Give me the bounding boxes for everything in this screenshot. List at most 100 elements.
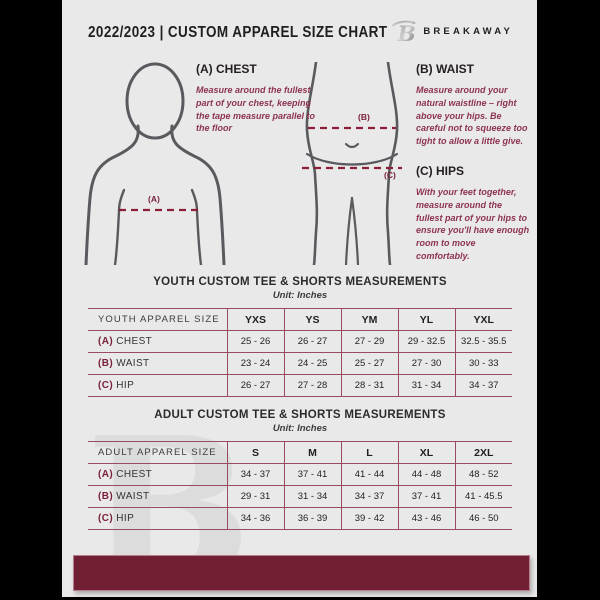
footer-bar — [73, 555, 530, 591]
measurement-cell: 29 - 31 — [226, 485, 284, 508]
adult-table-title: ADULT CUSTOM TEE & SHORTS MEASUREMENTS — [154, 409, 446, 421]
measurement-cell: 46 - 50 — [454, 507, 512, 530]
table-header-row: YOUTH APPAREL SIZE YXS YS YM YL YXL — [88, 308, 512, 331]
row-label-text: CHEST — [113, 336, 153, 347]
row-label: (A) CHEST — [88, 463, 227, 486]
measurement-cell: 39 - 42 — [340, 507, 398, 530]
table-header-row: ADULT APPAREL SIZE S M L XL 2XL — [88, 441, 512, 464]
right-shoulder-arm-outline — [170, 124, 226, 265]
measurement-cell: 34 - 37 — [226, 463, 284, 486]
measurement-cell: 25 - 26 — [226, 330, 284, 353]
adult-measurements-section: ADULT CUSTOM TEE & SHORTS MEASUREMENTS U… — [88, 409, 512, 530]
size-header: S — [226, 441, 284, 464]
youth-size-table: YOUTH APPAREL SIZE YXS YS YM YL YXL (A) … — [88, 308, 512, 397]
chest-instructions-heading: (A) CHEST — [196, 62, 257, 76]
measurement-diagrams: (A) (B) (C) (A) CHEST Measure around the… — [62, 58, 537, 272]
navel-mark — [344, 142, 360, 149]
chest-instructions-body: Measure around the fullest part of your … — [196, 85, 316, 134]
measurement-cell: 29 - 32.5 — [397, 330, 455, 353]
right-body-side-line — [190, 188, 203, 265]
hips-instructions-body: With your feet together, measure around … — [416, 187, 530, 261]
hips-instructions-heading: (C) HIPS — [416, 164, 464, 178]
size-header: YXL — [454, 308, 512, 331]
table-row: (A) CHEST 25 - 26 26 - 27 27 - 29 29 - 3… — [88, 330, 512, 353]
row-label-prefix: (A) — [98, 469, 114, 480]
adult-size-table: ADULT APPAREL SIZE S M L XL 2XL (A) CHES… — [88, 441, 512, 530]
measurement-cell: 27 - 29 — [340, 330, 398, 353]
measurement-cell: 26 - 27 — [226, 374, 284, 397]
row-label-text: HIP — [113, 513, 135, 524]
measurement-cell: 25 - 27 — [340, 352, 398, 375]
torso-diagram — [84, 62, 226, 265]
chest-marker-label: (A) — [148, 194, 160, 204]
size-header: 2XL — [454, 441, 512, 464]
waist-instructions-body: Measure around your natural waistline – … — [416, 85, 528, 147]
measurement-cell: 34 - 37 — [340, 485, 398, 508]
measurement-cell: 34 - 37 — [454, 374, 512, 397]
row-label-prefix: (C) — [98, 513, 114, 524]
adult-table-unit: Unit: Inches — [272, 423, 328, 434]
page-title: 2022/2023 | CUSTOM APPAREL SIZE CHART — [88, 22, 388, 41]
waist-instructions-heading: (B) WAIST — [416, 62, 474, 76]
measurement-cell: 31 - 34 — [283, 485, 341, 508]
row-label-text: CHEST — [113, 469, 153, 480]
measurement-cell: 43 - 46 — [397, 507, 455, 530]
youth-table-unit: Unit: Inches — [272, 290, 328, 301]
size-header: YL — [397, 308, 455, 331]
size-header: L — [340, 441, 398, 464]
measurement-cell: 24 - 25 — [283, 352, 341, 375]
header: 2022/2023 | CUSTOM APPAREL SIZE CHART B … — [88, 18, 513, 45]
hips-marker-label: (C) — [384, 170, 396, 180]
waist-instructions: (B) WAIST Measure around your natural wa… — [416, 62, 530, 148]
measurement-cell: 41 - 44 — [340, 463, 398, 486]
left-hip-leg-outline — [305, 62, 319, 265]
table-row: (C) HIP 26 - 27 27 - 28 28 - 31 31 - 34 … — [88, 374, 512, 397]
table-row: (C) HIP 34 - 36 36 - 39 39 - 42 43 - 46 … — [88, 507, 512, 530]
breakaway-logo-icon: B — [392, 20, 416, 45]
svg-text:B: B — [397, 22, 416, 45]
table-row: (B) WAIST 29 - 31 31 - 34 34 - 37 37 - 4… — [88, 485, 512, 508]
youth-size-column-header: YOUTH APPAREL SIZE — [88, 308, 227, 331]
head-outline — [125, 62, 185, 140]
row-label-prefix: (B) — [98, 491, 114, 502]
row-label-text: WAIST — [113, 491, 150, 502]
row-label: (C) HIP — [88, 374, 227, 397]
lower-body-diagram — [302, 62, 402, 265]
size-chart-page: 2022/2023 | CUSTOM APPAREL SIZE CHART B … — [62, 0, 537, 600]
measurement-cell: 37 - 41 — [283, 463, 341, 486]
size-header: YM — [340, 308, 398, 331]
row-label: (B) WAIST — [88, 485, 227, 508]
hip-curve-line — [305, 152, 399, 166]
youth-table-title: YOUTH CUSTOM TEE & SHORTS MEASUREMENTS — [153, 276, 447, 288]
measurement-cell: 23 - 24 — [226, 352, 284, 375]
row-label-prefix: (A) — [98, 336, 114, 347]
adult-size-column-header: ADULT APPAREL SIZE — [88, 441, 227, 464]
row-label: (B) WAIST — [88, 352, 227, 375]
measurement-cell: 27 - 30 — [397, 352, 455, 375]
row-label: (A) CHEST — [88, 330, 227, 353]
measurement-cell: 34 - 36 — [226, 507, 284, 530]
left-body-side-line — [113, 188, 126, 265]
brand: B BREAKAWAY — [392, 18, 513, 45]
measurement-cell: 41 - 45.5 — [454, 485, 512, 508]
inner-right-leg-line — [350, 196, 360, 265]
row-label: (C) HIP — [88, 507, 227, 530]
row-label-text: WAIST — [113, 358, 150, 369]
youth-measurements-section: YOUTH CUSTOM TEE & SHORTS MEASUREMENTS U… — [88, 276, 512, 397]
row-label-prefix: (B) — [98, 358, 114, 369]
inner-left-leg-line — [344, 196, 354, 265]
chest-instructions: (A) CHEST Measure around the fullest par… — [196, 62, 316, 135]
size-header: M — [283, 441, 341, 464]
row-label-prefix: (C) — [98, 380, 114, 391]
table-row: (B) WAIST 23 - 24 24 - 25 25 - 27 27 - 3… — [88, 352, 512, 375]
measurement-cell: 36 - 39 — [283, 507, 341, 530]
row-label-text: HIP — [113, 380, 135, 391]
measurement-cell: 37 - 41 — [397, 485, 455, 508]
hips-instructions: (C) HIPS With your feet together, measur… — [416, 164, 530, 263]
measurement-cell: 30 - 33 — [454, 352, 512, 375]
measurement-cell: 48 - 52 — [454, 463, 512, 486]
measurement-cell: 26 - 27 — [283, 330, 341, 353]
size-header: YXS — [226, 308, 284, 331]
size-header: XL — [397, 441, 455, 464]
